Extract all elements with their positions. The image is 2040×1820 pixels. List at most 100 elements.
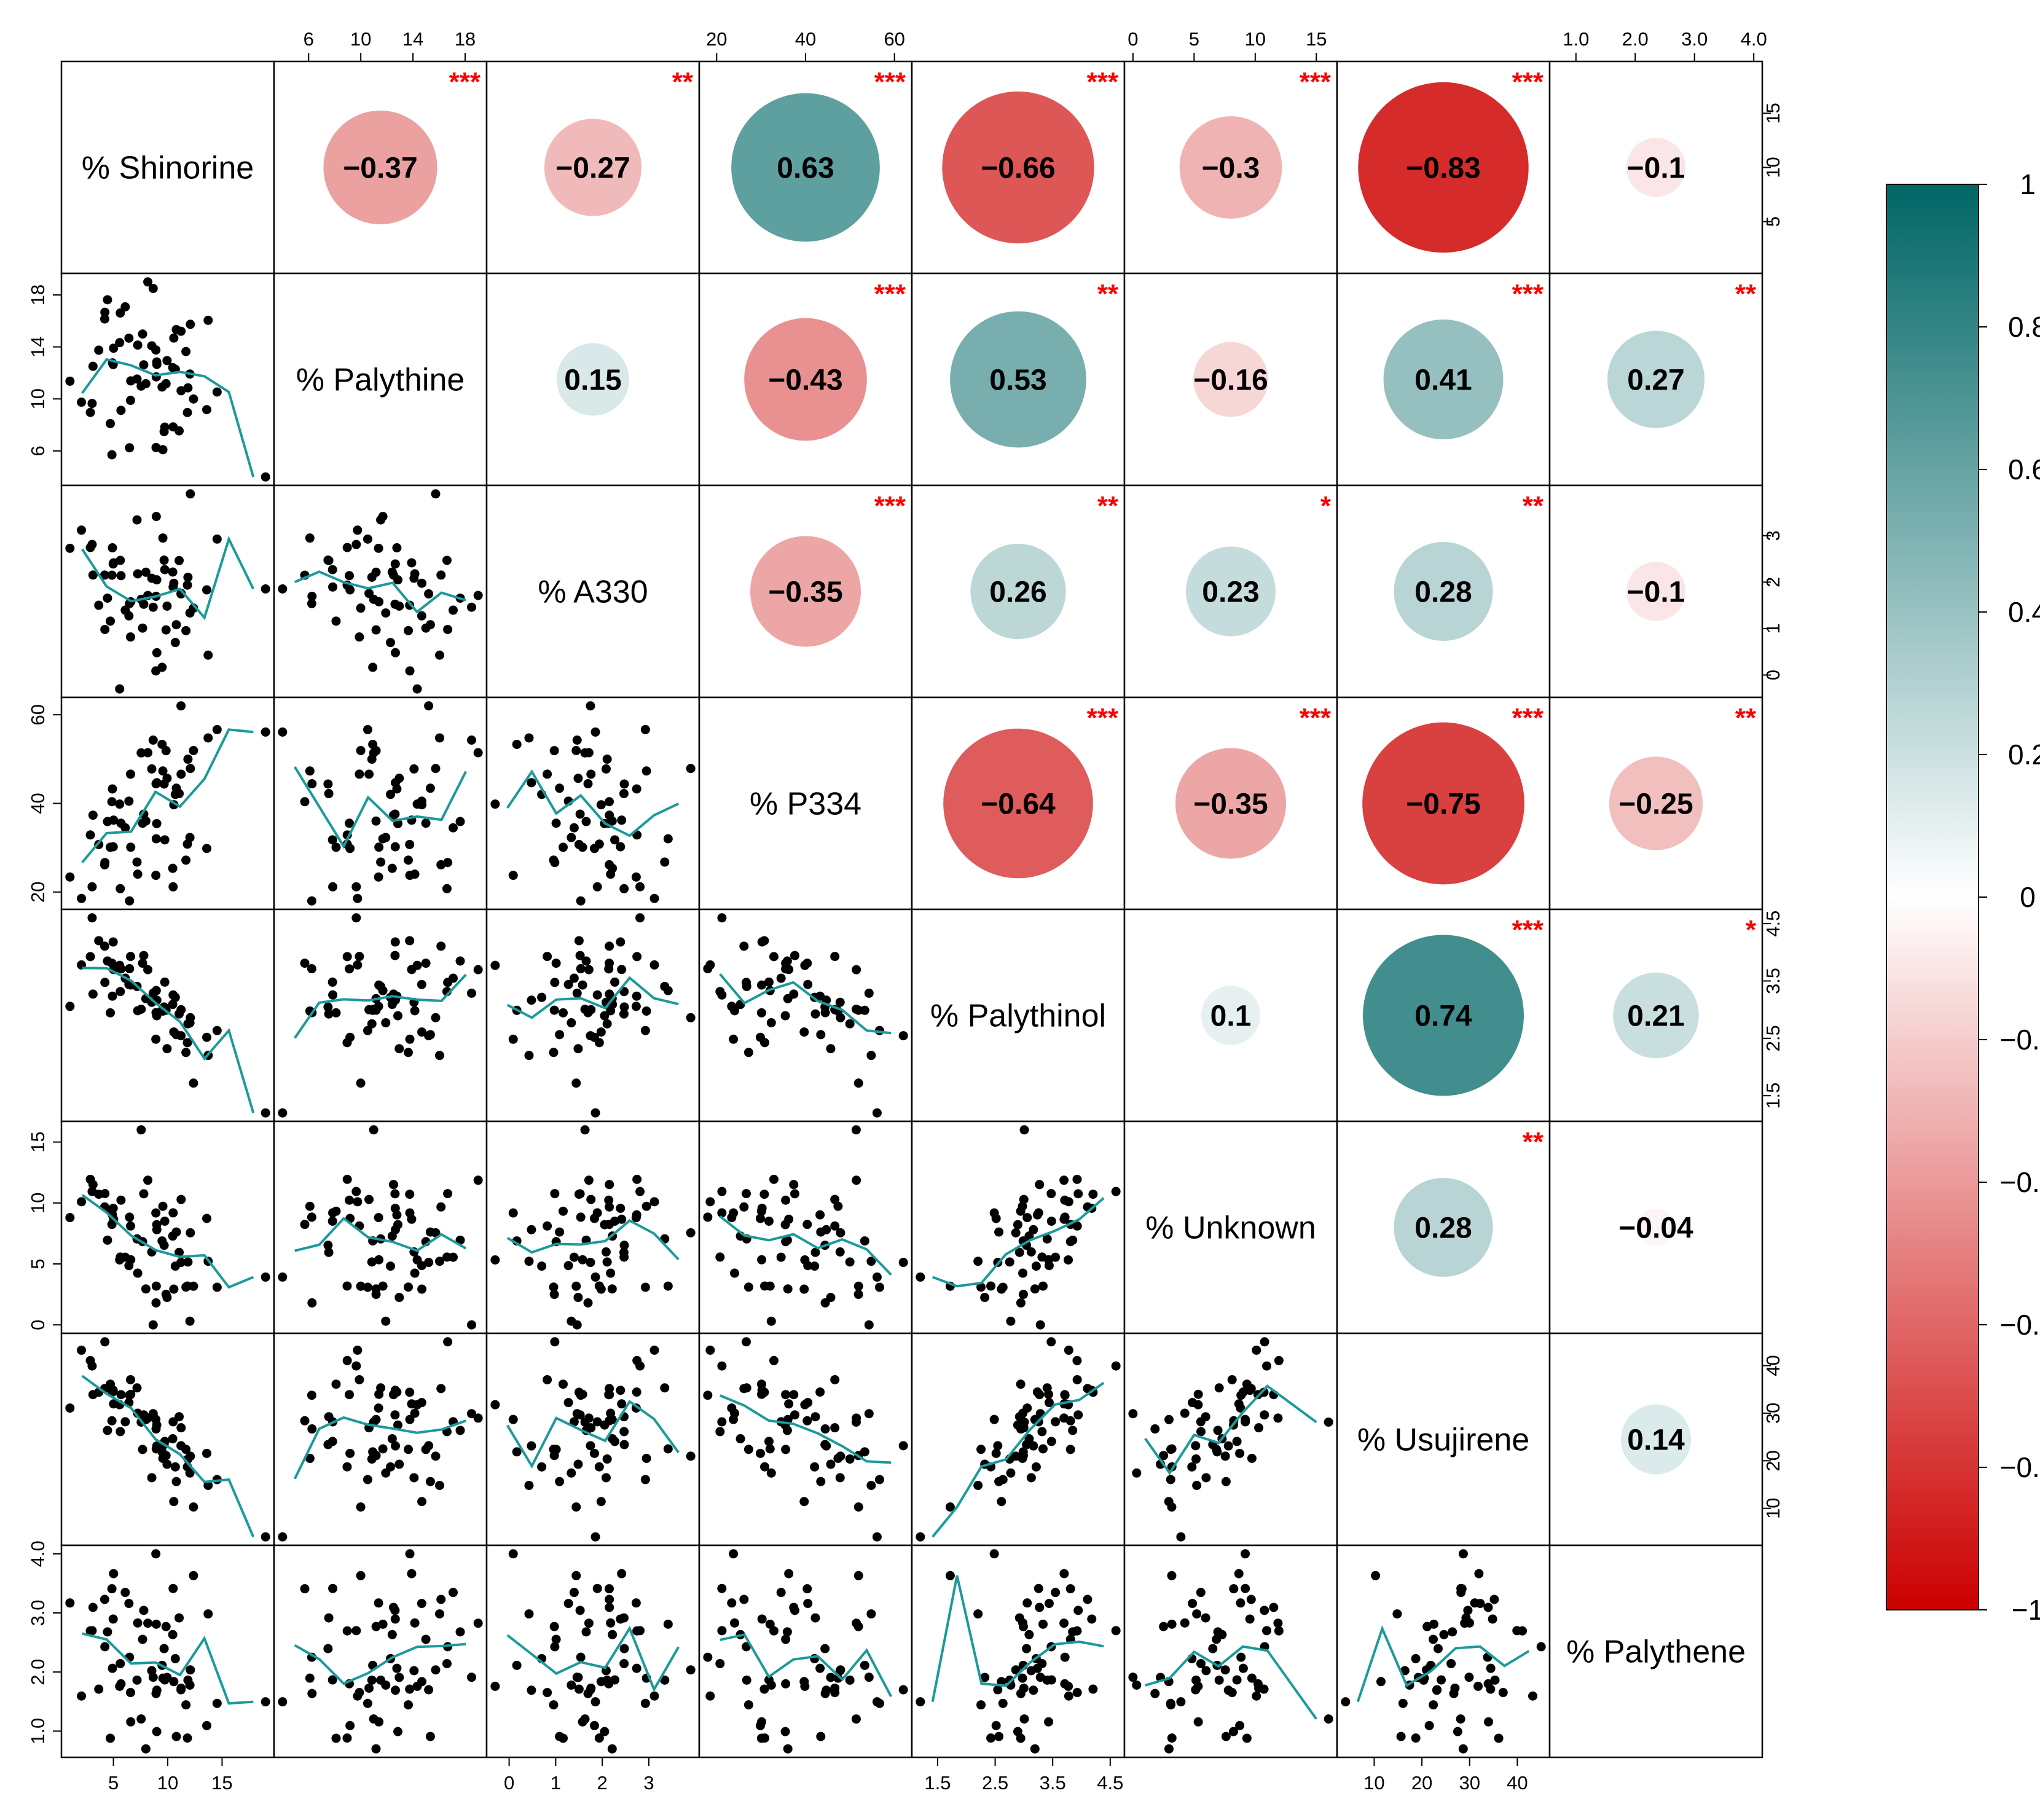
scatter-point: [417, 1677, 427, 1687]
scatter-point: [490, 1255, 500, 1265]
scatter-point: [559, 1008, 568, 1018]
correlation-circle: [1363, 935, 1524, 1096]
scatter-point: [141, 1284, 151, 1294]
scatter-point: [820, 1298, 830, 1308]
scatter-point: [1201, 1412, 1210, 1422]
scatter-point: [442, 1252, 452, 1262]
scatter-point: [386, 1261, 396, 1271]
scatter-point: [124, 333, 134, 343]
scatter-point: [991, 1448, 1001, 1458]
scatter-point: [374, 543, 383, 553]
scatter-point: [592, 882, 602, 892]
scatter-point: [551, 818, 561, 828]
scatter-point: [1446, 1658, 1456, 1668]
scatter-point: [567, 833, 576, 842]
scatter-point: [569, 823, 579, 833]
scatter-point: [845, 1019, 855, 1029]
scatter-point: [425, 783, 435, 793]
scatter-point: [1164, 1744, 1174, 1754]
scatter-point: [717, 1417, 727, 1427]
scatter-point: [616, 1386, 626, 1395]
scatter-point: [374, 1403, 383, 1413]
scatter-point: [1188, 1599, 1198, 1609]
scatter-point: [490, 1681, 500, 1691]
scatter-point: [434, 1609, 444, 1619]
scatter-point: [1029, 1441, 1038, 1451]
scatter-point: [1016, 1689, 1026, 1698]
scatter-point: [973, 1257, 983, 1266]
scatter-point: [87, 882, 97, 892]
smooth-line: [82, 967, 255, 1113]
scatter-point: [826, 1044, 836, 1054]
smooth-line: [720, 1633, 893, 1698]
scatter-point: [108, 1203, 118, 1213]
scatter-point: [405, 666, 415, 676]
scatter-point: [1013, 1220, 1022, 1230]
scatter-point: [1072, 1174, 1082, 1184]
scatter-point: [590, 1272, 600, 1282]
scatter-point: [1484, 1717, 1494, 1727]
scatter-point: [355, 632, 364, 642]
scatter-point: [186, 320, 195, 329]
scatter-point: [739, 941, 749, 951]
scatter-point: [390, 842, 400, 852]
scatter-point: [512, 739, 522, 749]
scatter-point: [572, 1320, 582, 1330]
scatter-point: [589, 1448, 599, 1458]
scatter-point: [606, 869, 616, 879]
scatter-point: [1214, 1675, 1224, 1685]
scatter-point: [641, 766, 651, 776]
scatter-point: [170, 638, 180, 648]
scatter-point: [820, 1008, 830, 1018]
scatter-point: [1019, 1714, 1029, 1724]
scatter-point: [168, 1434, 178, 1444]
scatter-point: [527, 995, 536, 1005]
scatter-point: [815, 991, 825, 1001]
smooth-line: [932, 1197, 1105, 1288]
scatter-point: [780, 1727, 790, 1736]
colorbar-tick-label: 0: [2020, 881, 2036, 913]
scatter-point: [1429, 1700, 1438, 1710]
matrix-cell: [273, 272, 488, 487]
matrix-grid: % Shinorine % Palythine % A330 % P334 % Paly…: [27, 28, 1784, 1794]
scatter-point: [342, 1355, 352, 1365]
scatter-point: [1150, 1689, 1160, 1698]
scatter-point: [381, 1018, 391, 1028]
scatter-point: [278, 1108, 288, 1118]
scatter-point: [1034, 1208, 1043, 1218]
scatter-point: [543, 952, 552, 962]
scatter-point: [323, 1002, 333, 1012]
smooth-line: [719, 973, 892, 1035]
x-tick-label: 10: [350, 28, 371, 50]
scatter-point: [605, 1180, 614, 1190]
significance-stars: ***: [1512, 915, 1544, 945]
scatter-point: [168, 567, 178, 577]
scatter-point: [686, 1228, 696, 1238]
scatter-point: [835, 1247, 845, 1257]
scatter-point: [543, 1688, 552, 1698]
scatter-point: [574, 839, 584, 849]
x-tick-label: 1.5: [924, 1772, 951, 1794]
scatter-point: [508, 1208, 518, 1218]
scatter-point: [549, 1700, 559, 1710]
scatter-point: [1011, 1665, 1021, 1675]
scatter-point: [100, 1189, 110, 1199]
variable-label: % Unknown: [1145, 1210, 1316, 1246]
correlation-value: 0.27: [1627, 364, 1684, 397]
scatter-point: [323, 779, 333, 789]
scatter-point: [1217, 1630, 1227, 1639]
scatter-point: [160, 835, 170, 845]
scatter-point: [1016, 1206, 1026, 1216]
correlation-circle: [1362, 722, 1524, 885]
scatter-point: [717, 1626, 727, 1636]
scatter-point: [183, 755, 193, 764]
scatter-point: [1011, 1228, 1021, 1238]
scatter-point: [141, 1744, 151, 1754]
scatter-point: [328, 1437, 337, 1446]
scatter-point: [448, 823, 458, 833]
scatter-point: [421, 959, 431, 968]
matrix-cell: [273, 1120, 488, 1335]
scatter-point: [151, 1281, 161, 1291]
scatter-point: [203, 1609, 213, 1619]
scatter-point: [136, 748, 146, 758]
